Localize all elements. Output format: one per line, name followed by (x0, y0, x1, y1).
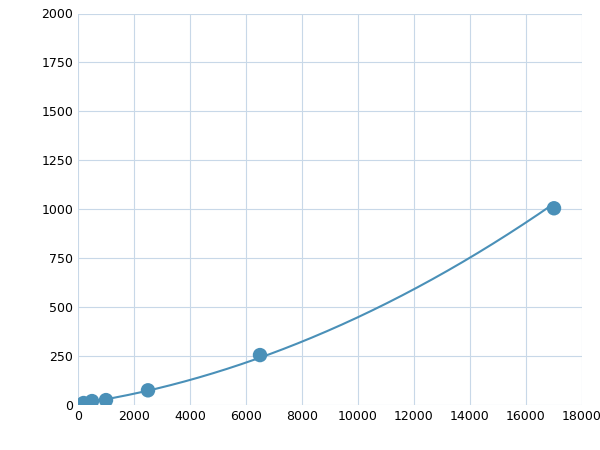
Point (87, 397, 97, 405)
Point (79, 400, 88, 407)
Point (143, 387, 153, 394)
Point (101, 396, 111, 404)
Point (255, 351, 265, 359)
Point (549, 205, 559, 212)
